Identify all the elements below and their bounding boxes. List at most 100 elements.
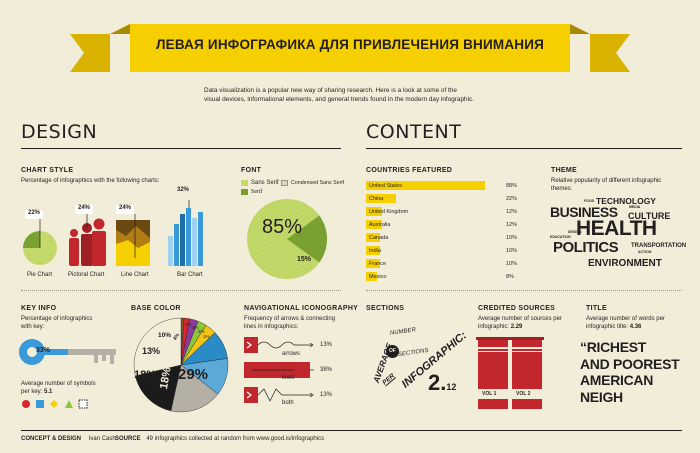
credited-value: 2.29 <box>510 323 523 330</box>
theme-word-politics: POLITICS <box>553 239 619 256</box>
footer-source: SOURCE 49 infographics collected at rand… <box>115 436 324 442</box>
chart-style-subtitle: Percentage of infographics with the foll… <box>21 178 160 184</box>
nav-icon-graphic <box>244 337 314 403</box>
square-symbol-icon <box>36 400 44 408</box>
country-label: United States <box>369 182 403 189</box>
footer-concept-label: CONCEPT & DESIGN <box>21 436 82 442</box>
base-color-pie-chart <box>133 317 229 413</box>
sections-of-badge: OF <box>386 345 399 358</box>
chart-style-pct-bar: 32% <box>176 187 189 193</box>
title-block-value: 4.36 <box>629 323 642 330</box>
country-label: Mexico <box>369 273 387 280</box>
banner-left-tail <box>70 34 110 72</box>
book-vol-1: VOL 1 <box>482 391 497 397</box>
credited-title: CREDITED SOURCES <box>478 305 556 312</box>
footer-source-label: SOURCE <box>115 436 141 442</box>
banner-body <box>130 24 570 72</box>
country-bar <box>366 181 485 190</box>
footer-concept-name: Ivan Cash <box>88 436 116 442</box>
base-pct-3b: 3% <box>192 325 199 330</box>
title-banner <box>70 24 630 72</box>
sections-graphic: AVERAGE NUMBER OF SECTIONS PER INFOGRAPH… <box>366 318 469 418</box>
banner-right-tail <box>590 34 630 72</box>
chart-style-label-line: Line Chart <box>121 272 149 278</box>
hatched-symbol-icon <box>78 399 88 409</box>
sections-value: 2.12 <box>428 370 457 395</box>
theme-word-environment: ENVIRONMENT <box>588 258 662 269</box>
title-block-title: TITLE <box>586 305 607 312</box>
country-bar <box>366 272 377 281</box>
title-quote-line-3: AMERICAN <box>580 372 654 388</box>
base-color-slice <box>133 317 182 377</box>
design-heading: DESIGN <box>21 121 98 143</box>
chart-style-label-pie: Pie Chart <box>27 272 53 278</box>
nav-label-lines: lines <box>282 375 295 381</box>
theme-subtitle: Relative popularity of different infogra… <box>551 178 662 192</box>
theme-word-education: EDUCATION <box>550 235 571 239</box>
base-color-slice <box>170 364 219 413</box>
theme-word-design: DESIGN <box>568 230 582 234</box>
country-bar <box>366 259 380 268</box>
page-title: ЛЕВАЯ ИНФОГРАФИКА ДЛЯ ПРИВЛЕЧЕНИЯ ВНИМАН… <box>155 37 545 52</box>
chart-style-title: CHART STYLE <box>21 167 74 174</box>
arrows-row-icon <box>244 337 314 353</box>
theme-word-action: ACTION <box>638 250 652 254</box>
sections-number: NUMBER <box>389 327 417 337</box>
books-icon <box>476 337 544 409</box>
base-pct-1: 1% <box>203 334 210 339</box>
footer-concept: CONCEPT & DESIGN Ivan Cash <box>21 436 116 442</box>
bar-chart-icon <box>168 200 203 266</box>
country-label: Australia <box>369 221 391 228</box>
country-label: China <box>369 195 384 202</box>
country-bar <box>366 220 383 229</box>
chart-style-pct-pictoral: 24% <box>77 205 90 211</box>
theme-word-cloud: FOOD TECHNOLOGY MEDIA BUSINESS CULTURE D… <box>548 193 688 275</box>
font-legend-swatch-sans <box>241 180 248 186</box>
country-bar <box>366 194 396 203</box>
nav-pct-lines: 38% <box>320 367 333 373</box>
base-color-title: BASE COLOR <box>131 305 181 312</box>
theme-word-media: MEDIA <box>629 205 641 209</box>
font-title: FONT <box>241 167 262 174</box>
theme-word-business: BUSINESS <box>550 204 618 220</box>
country-bar <box>366 207 383 216</box>
base-pct-10: 10% <box>158 332 172 339</box>
key-info-symbols-value: 5.1 <box>44 388 53 395</box>
font-legend-swatch-condensed <box>281 180 288 186</box>
pie-chart-icon <box>23 214 57 265</box>
country-label: Canada <box>369 234 389 241</box>
country-pct: 8% <box>506 273 514 280</box>
font-small-pct: 15% <box>297 256 312 263</box>
key-info-subtitle: Percentage of infographics with key: <box>21 316 93 330</box>
country-pct: 10% <box>506 247 518 254</box>
font-legend-serif: Serif <box>251 189 263 195</box>
theme-word-transportation: TRANSPORTATION <box>631 243 687 249</box>
countries-bar-chart: United States 88% China 22% United Kingd… <box>366 181 526 281</box>
country-label: France <box>369 260 387 267</box>
font-legend-swatch-serif <box>241 189 248 195</box>
country-label: United Kingdom <box>369 208 409 215</box>
title-quote-line-4: NEIGH <box>580 388 623 405</box>
title-quote: “RICHEST AND POOREST AMERICAN NEIGH <box>580 339 680 405</box>
font-big-pct: 85% <box>262 216 303 238</box>
country-pct: 10% <box>506 234 518 241</box>
triangle-symbol-icon <box>65 400 73 408</box>
key-info-pct: 33% <box>36 347 51 354</box>
chart-style-pct-line: 24% <box>118 205 131 211</box>
both-row-icon <box>244 387 314 403</box>
base-pct-2: 2% <box>198 329 205 334</box>
title-quote-line-2: AND POOREST <box>580 355 680 372</box>
chart-style-graphic <box>23 200 203 266</box>
lines-row-icon <box>244 362 314 378</box>
key-info-symbols: Average number of symbols per key: 5.1 <box>21 381 96 395</box>
key-symbols <box>22 399 88 409</box>
font-pie-serif-slice <box>287 215 327 263</box>
intro-line-2: visual devices, informational elements, … <box>204 96 474 103</box>
chart-style-label-pictoral: Pictoral Chart <box>68 272 105 278</box>
country-pct: 12% <box>506 221 518 228</box>
theme-word-culture: CULTURE <box>628 211 671 221</box>
nav-icon-subtitle: Frequency of arrows & connecting lines i… <box>244 316 336 330</box>
font-pie-chart <box>247 199 327 279</box>
base-pct-13: 13% <box>142 346 161 356</box>
